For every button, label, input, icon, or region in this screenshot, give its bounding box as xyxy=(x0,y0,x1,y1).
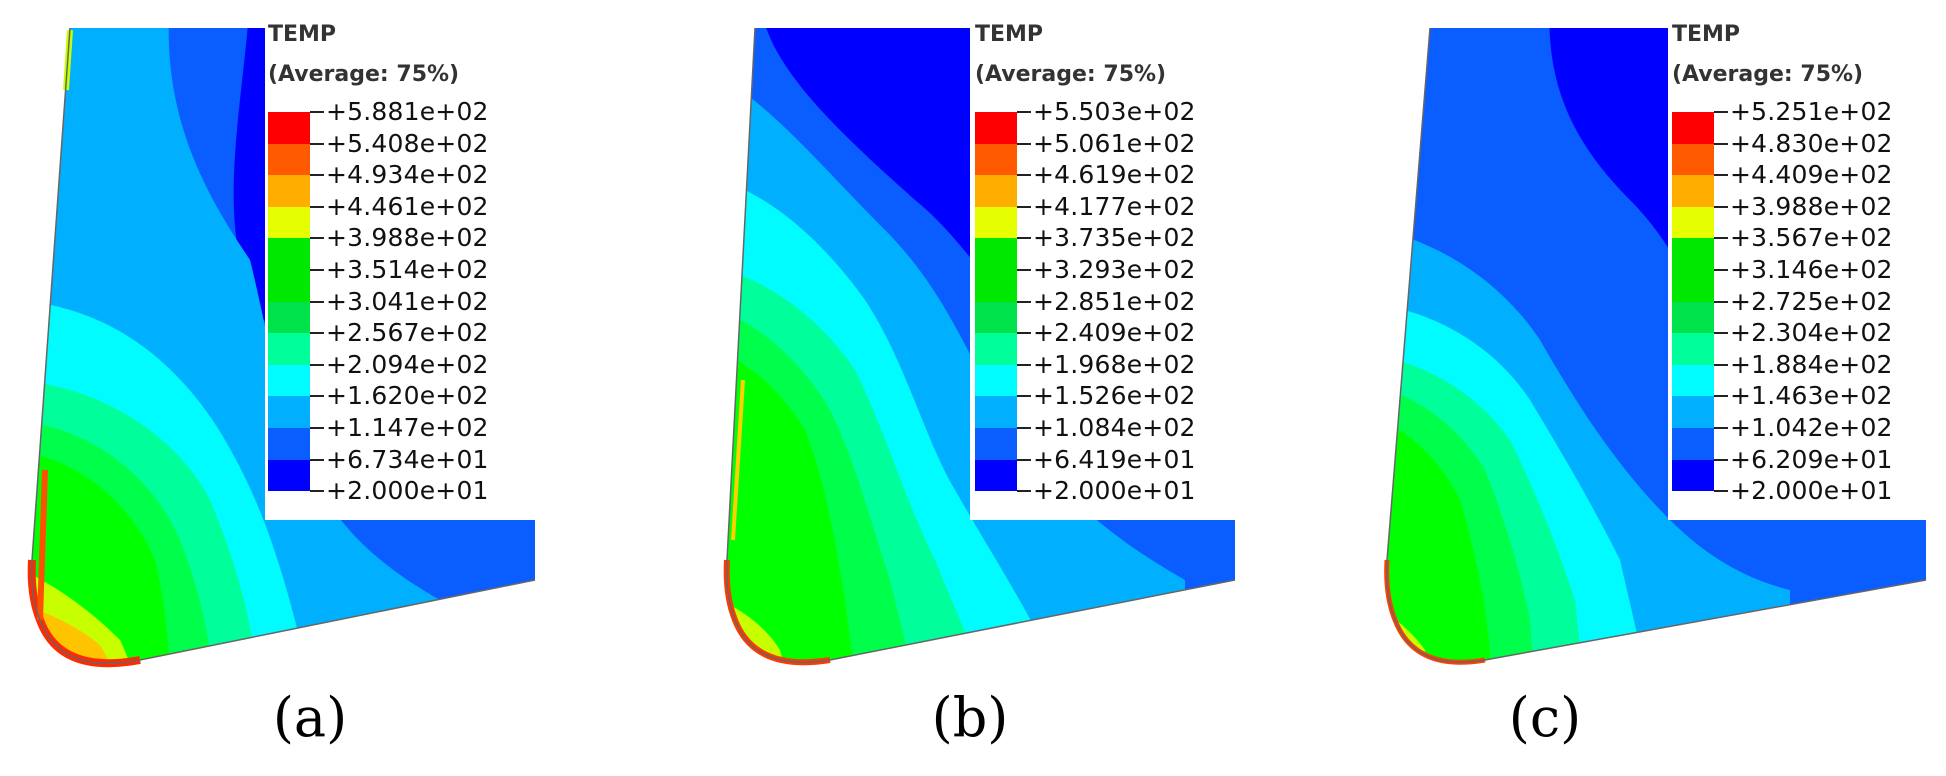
colorbar-level: +3.735e+02 xyxy=(1033,223,1196,253)
colorbar-legend: TEMP (Average: 75%) +5.503e+02 +5.061e+0… xyxy=(975,22,1195,505)
colorbar-level: +4.409e+02 xyxy=(1730,160,1893,190)
colorbar-level: +4.934e+02 xyxy=(326,160,489,190)
colorbar-swatch xyxy=(268,270,310,302)
panel-caption: (c) xyxy=(1508,686,1582,749)
legend-subtitle: (Average: 75%) xyxy=(268,62,460,87)
colorbar-level: +3.988e+02 xyxy=(326,223,489,253)
contour-panel-c: TEMP (Average: 75%) +5.251e+02 +4.830e+0… xyxy=(1330,0,1946,776)
colorbar-level: +5.503e+02 xyxy=(1033,97,1196,126)
colorbar: +5.503e+02 +5.061e+02 +4.619e+02 +4.177e… xyxy=(975,97,1195,505)
colorbar-level: +2.304e+02 xyxy=(1730,318,1893,348)
colorbar-level: +2.851e+02 xyxy=(1033,286,1196,316)
colorbar-swatch xyxy=(268,143,310,176)
colorbar-level: +3.146e+02 xyxy=(1730,255,1893,284)
colorbar-level: +1.042e+02 xyxy=(1730,413,1893,442)
colorbar-swatch xyxy=(268,206,310,239)
colorbar-swatch xyxy=(1672,396,1714,428)
colorbar-swatch xyxy=(975,238,1017,270)
colorbar-level: +4.830e+02 xyxy=(1730,128,1893,158)
colorbar-level: +6.419e+01 xyxy=(1033,444,1196,474)
colorbar-swatch xyxy=(1672,428,1714,460)
colorbar-level: +3.514e+02 xyxy=(326,255,489,284)
colorbar-swatch xyxy=(1672,270,1714,302)
colorbar-swatch xyxy=(268,396,310,428)
colorbar-swatch xyxy=(1672,206,1714,239)
contour-panel-a: TEMP (Average: 75%) +5.881e+02 +5.408e+0… xyxy=(0,0,650,776)
legend-subtitle: (Average: 75%) xyxy=(975,62,1167,87)
colorbar-swatch xyxy=(975,112,1017,144)
colorbar-level: +1.463e+02 xyxy=(1730,381,1893,411)
legend-title: TEMP xyxy=(268,22,337,47)
colorbar-level: +5.881e+02 xyxy=(326,97,489,126)
colorbar-level: +3.041e+02 xyxy=(326,286,489,316)
colorbar-legend: TEMP (Average: 75%) +5.881e+02 +5.408e+0… xyxy=(268,22,488,505)
panel-caption: (b) xyxy=(931,686,1009,749)
colorbar-swatch xyxy=(1672,112,1714,144)
colorbar-level: +1.620e+02 xyxy=(326,381,489,411)
colorbar-swatch xyxy=(975,396,1017,428)
colorbar-swatch xyxy=(1672,175,1714,207)
colorbar-swatch xyxy=(1672,143,1714,176)
colorbar-swatch xyxy=(268,238,310,270)
colorbar-level: +6.734e+01 xyxy=(326,444,489,474)
contour-panel-b: TEMP (Average: 75%) +5.503e+02 +5.061e+0… xyxy=(665,0,1315,776)
colorbar-swatch xyxy=(975,206,1017,239)
colorbar-level: +5.251e+02 xyxy=(1730,97,1893,126)
colorbar-swatch xyxy=(268,428,310,460)
panel-caption: (a) xyxy=(272,686,348,749)
colorbar-swatch xyxy=(268,364,310,397)
colorbar-level: +1.084e+02 xyxy=(1033,413,1196,442)
colorbar-swatch xyxy=(975,270,1017,302)
colorbar-level: +4.177e+02 xyxy=(1033,191,1196,221)
colorbar-swatch xyxy=(975,333,1017,365)
colorbar-swatch xyxy=(975,301,1017,334)
colorbar-level: +2.725e+02 xyxy=(1730,286,1893,316)
colorbar-swatch xyxy=(975,364,1017,397)
colorbar-level: +2.000e+01 xyxy=(1033,476,1196,506)
colorbar-level: +5.408e+02 xyxy=(326,128,489,158)
colorbar-level: +2.094e+02 xyxy=(326,349,489,379)
colorbar-level: +2.000e+01 xyxy=(326,476,489,506)
colorbar-level: +2.409e+02 xyxy=(1033,318,1196,348)
legend-subtitle: (Average: 75%) xyxy=(1672,62,1864,87)
temperature-contour-plot xyxy=(1384,27,1927,665)
colorbar-level: +3.293e+02 xyxy=(1033,255,1196,284)
colorbar-swatch xyxy=(975,175,1017,207)
colorbar-level: +2.000e+01 xyxy=(1730,476,1893,506)
colorbar-level: +2.567e+02 xyxy=(326,318,489,348)
colorbar-level: +1.147e+02 xyxy=(326,413,489,442)
colorbar: +5.881e+02 +5.408e+02 +4.934e+02 +4.461e… xyxy=(268,97,488,505)
colorbar-level: +4.461e+02 xyxy=(326,191,489,221)
colorbar-swatch xyxy=(975,428,1017,460)
colorbar-level: +4.619e+02 xyxy=(1033,160,1196,190)
colorbar-swatch xyxy=(268,459,310,492)
legend-title: TEMP xyxy=(1672,22,1741,47)
colorbar-swatch xyxy=(1672,364,1714,397)
colorbar-swatch xyxy=(1672,301,1714,334)
colorbar-level: +1.968e+02 xyxy=(1033,349,1196,379)
colorbar-level: +6.209e+01 xyxy=(1730,444,1893,474)
colorbar-swatch xyxy=(268,112,310,144)
colorbar-swatch xyxy=(975,459,1017,492)
colorbar-level: +1.884e+02 xyxy=(1730,349,1893,379)
colorbar-legend: TEMP (Average: 75%) +5.251e+02 +4.830e+0… xyxy=(1672,22,1892,505)
colorbar-swatch xyxy=(975,143,1017,176)
legend-title: TEMP xyxy=(975,22,1044,47)
colorbar-swatch xyxy=(1672,459,1714,492)
colorbar-swatch xyxy=(268,333,310,365)
colorbar-swatch xyxy=(268,175,310,207)
colorbar-swatch xyxy=(268,301,310,334)
colorbar: +5.251e+02 +4.830e+02 +4.409e+02 +3.988e… xyxy=(1672,97,1892,505)
colorbar-swatch xyxy=(1672,333,1714,365)
colorbar-level: +3.567e+02 xyxy=(1730,223,1893,253)
colorbar-level: +3.988e+02 xyxy=(1730,191,1893,221)
colorbar-level: +1.526e+02 xyxy=(1033,381,1196,411)
colorbar-level: +5.061e+02 xyxy=(1033,128,1196,158)
colorbar-swatch xyxy=(1672,238,1714,270)
